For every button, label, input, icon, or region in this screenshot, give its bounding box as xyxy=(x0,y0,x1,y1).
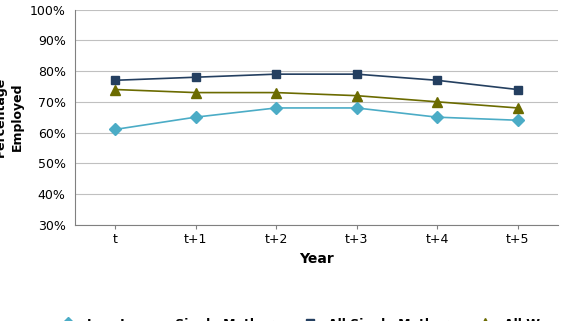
All Single Mothers xyxy=(353,72,360,76)
All Single Mothers xyxy=(434,78,440,82)
Low-Income Single Mothers xyxy=(514,118,521,122)
Legend: Low-Income Single Mothers, All Single Mothers, All Women: Low-Income Single Mothers, All Single Mo… xyxy=(49,313,575,321)
Line: Low-Income Single Mothers: Low-Income Single Mothers xyxy=(111,104,522,134)
Low-Income Single Mothers xyxy=(434,115,440,119)
All Women xyxy=(514,106,521,110)
All Women xyxy=(273,91,279,94)
All Women xyxy=(112,88,118,91)
All Single Mothers xyxy=(192,75,199,79)
Low-Income Single Mothers xyxy=(112,127,118,131)
All Women xyxy=(192,91,199,94)
Line: All Women: All Women xyxy=(110,85,522,113)
Y-axis label: Percentage
Employed: Percentage Employed xyxy=(0,77,24,157)
X-axis label: Year: Year xyxy=(299,252,333,265)
All Women xyxy=(353,94,360,98)
All Single Mothers xyxy=(273,72,279,76)
Line: All Single Mothers: All Single Mothers xyxy=(111,70,522,94)
Low-Income Single Mothers xyxy=(192,115,199,119)
All Single Mothers xyxy=(514,88,521,91)
All Women xyxy=(434,100,440,104)
Low-Income Single Mothers xyxy=(353,106,360,110)
All Single Mothers xyxy=(112,78,118,82)
Low-Income Single Mothers xyxy=(273,106,279,110)
